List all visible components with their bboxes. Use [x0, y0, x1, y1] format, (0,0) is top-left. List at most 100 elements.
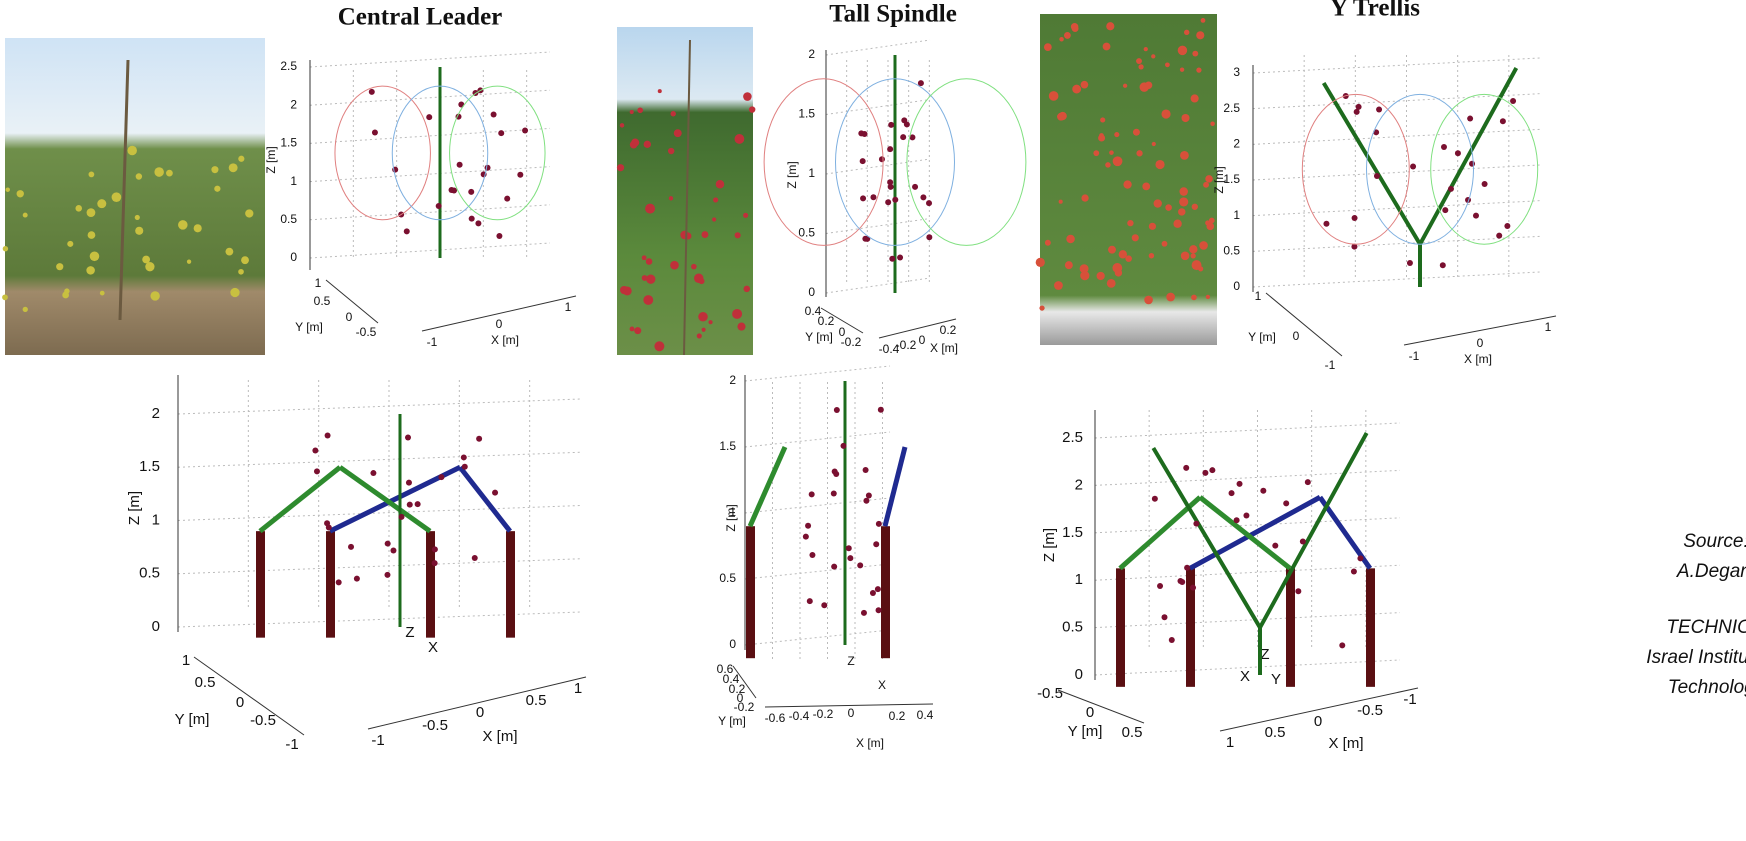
y-axis-label: Y [m]: [175, 711, 210, 728]
fruit: [1072, 85, 1081, 94]
x-tick-label: 0.2: [940, 323, 957, 337]
tree-model: [1302, 68, 1537, 287]
fruit: [64, 288, 69, 293]
trajectory: [450, 86, 546, 220]
fruit: [1123, 84, 1127, 88]
fruit: [3, 246, 8, 251]
fruit: [712, 217, 716, 221]
fruit: [1152, 142, 1156, 146]
fruit: [1206, 223, 1214, 231]
fruit: [1149, 253, 1154, 258]
grid-line: [178, 612, 580, 627]
fruit: [384, 572, 390, 578]
fruit: [1166, 293, 1175, 302]
x-tick-label: 1: [1226, 734, 1234, 751]
support-post: [1116, 568, 1125, 687]
title: Tall Spindle: [829, 1, 957, 28]
y-tick-label: -0.2: [734, 700, 755, 714]
z-tick-label: 2.5: [1223, 101, 1240, 115]
fruit: [642, 275, 648, 281]
fruit: [1123, 180, 1131, 188]
fruit: [912, 184, 918, 190]
fruit: [834, 407, 840, 413]
fruit: [1136, 150, 1142, 156]
x-axis-label: X [m]: [1328, 735, 1363, 752]
fruit: [697, 333, 702, 338]
fruit: [145, 262, 154, 271]
fruit: [230, 288, 239, 297]
fruit: [669, 196, 673, 200]
source-text: A.Degani: [1676, 561, 1746, 582]
fruit: [1199, 241, 1208, 250]
fruit: [1209, 467, 1215, 473]
fruit: [1184, 565, 1190, 571]
fruit: [348, 544, 354, 550]
z-tick-label: 1.5: [280, 136, 297, 150]
fruit: [150, 291, 159, 300]
fruit: [238, 269, 244, 275]
fruit: [833, 471, 839, 477]
trajectory: [907, 79, 1026, 246]
fruit: [873, 541, 879, 547]
fruit: [1181, 252, 1190, 261]
frame-label: X: [428, 639, 438, 656]
trajectory: [1431, 94, 1538, 244]
grid-line: [310, 52, 550, 67]
z-tick-label: 1.5: [1062, 524, 1083, 541]
fruit: [1441, 144, 1447, 150]
plot-3d: 00.511.5210.50-0.5-1-1-0.500.51Z [m]Y [m…: [126, 375, 586, 753]
y-axis-label: Y [m]: [295, 320, 323, 334]
fruit: [1206, 295, 1210, 299]
x-axis-label: X [m]: [482, 728, 517, 745]
grid-line: [310, 90, 550, 105]
fruit: [56, 263, 63, 270]
fruit: [498, 130, 504, 136]
fruit: [1066, 235, 1075, 244]
y-tick-label: -1: [1325, 358, 1336, 372]
z-tick-label: 1: [808, 166, 815, 180]
source-note: Source: A.Degani TECHNION Israel Institu…: [1646, 531, 1746, 698]
z-tick-label: 2.5: [1062, 429, 1083, 446]
fruit: [1142, 182, 1150, 190]
fruit: [485, 165, 491, 171]
fruit: [878, 407, 884, 413]
plot-3d: 00.511.522.510.50-0.5-101Z [m]Y [m]X [m]: [264, 52, 576, 349]
x-tick-label: -1: [371, 732, 384, 749]
fruit: [1190, 585, 1196, 591]
fruit: [888, 122, 894, 128]
frame-label: X: [1240, 668, 1250, 685]
fruit: [617, 164, 624, 171]
support-beam: [460, 467, 510, 531]
plot-3d: 00.511.520.60.40.20-0.2-0.6-0.4-0.200.20…: [717, 366, 934, 750]
fruit: [637, 107, 643, 113]
y-tick-label: -1: [285, 736, 298, 753]
source-text: Source:: [1683, 531, 1746, 552]
fruit: [1272, 543, 1278, 549]
z-tick-label: 0.5: [1062, 619, 1083, 636]
y-tick-label: -0.5: [1037, 685, 1063, 702]
support-post: [881, 526, 890, 658]
fruit: [1081, 194, 1088, 201]
grid-line: [826, 219, 930, 234]
z-tick-label: 1: [1075, 571, 1083, 588]
fruit: [1152, 496, 1158, 502]
z-tick-label: 1: [1233, 208, 1240, 222]
fruit: [517, 172, 523, 178]
fruit: [462, 464, 468, 470]
fruit: [887, 179, 893, 185]
support-beam: [885, 447, 905, 526]
page: { "titles": ["Central Leader", "Tall Spi…: [0, 0, 1746, 841]
fruit: [1133, 129, 1140, 136]
y-tick-label: -0.5: [250, 712, 276, 729]
z-tick-label: 2: [1233, 137, 1240, 151]
y-axis-label: Y [m]: [1068, 723, 1103, 740]
fruit: [900, 134, 906, 140]
x-tick-label: 0: [919, 333, 926, 347]
z-tick-label: 2: [1075, 476, 1083, 493]
fruit: [1407, 260, 1413, 266]
fruit: [312, 447, 318, 453]
fruit: [694, 274, 703, 283]
fruit: [1178, 46, 1188, 56]
fruit: [1165, 204, 1172, 211]
